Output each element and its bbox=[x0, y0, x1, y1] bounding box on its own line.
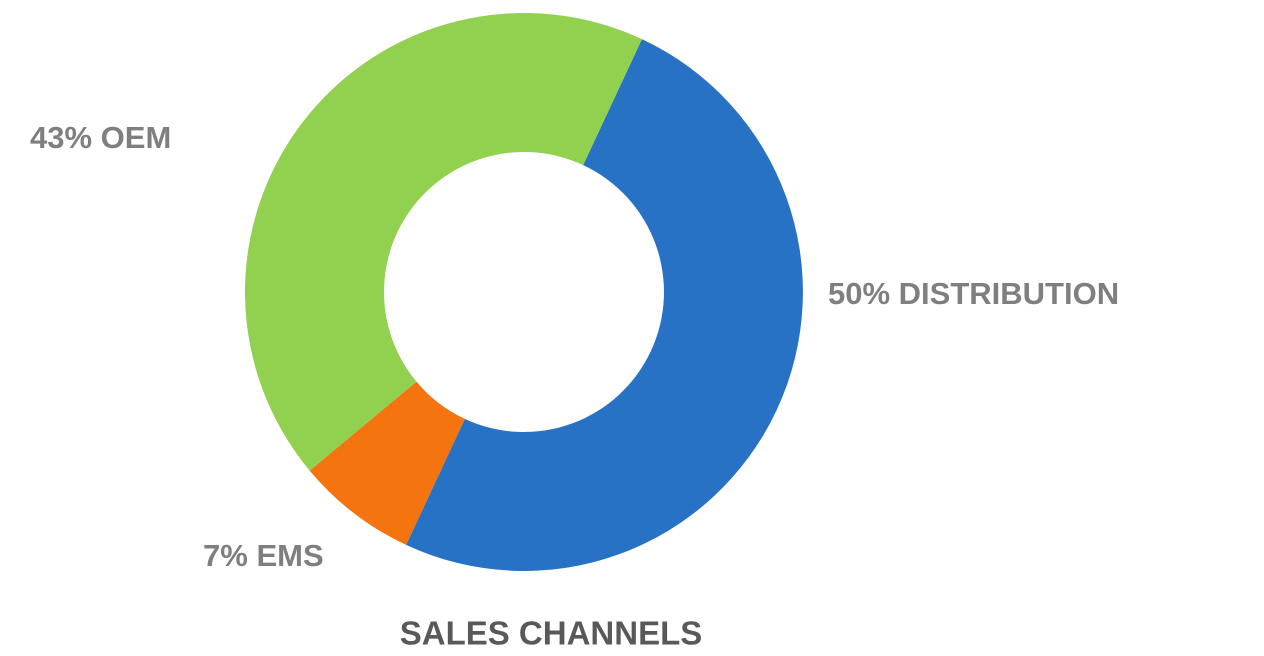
slice-category-label: EMS bbox=[256, 538, 323, 573]
slice-label: 50% DISTRIBUTION bbox=[828, 276, 1119, 311]
slice-value-label: 50% bbox=[828, 276, 890, 311]
slice-category-label: DISTRIBUTION bbox=[899, 276, 1119, 311]
donut-slice bbox=[309, 381, 465, 545]
donut-slice bbox=[406, 39, 803, 571]
donut-slice bbox=[245, 12, 642, 471]
slice-label: 43% OEM bbox=[30, 120, 171, 155]
slice-category-label: OEM bbox=[101, 120, 172, 155]
chart-title: SALES CHANNELS bbox=[400, 615, 703, 652]
slice-label: 7% EMS bbox=[203, 538, 324, 573]
slice-value-label: 7% bbox=[203, 538, 248, 573]
slice-value-label: 43% bbox=[30, 120, 92, 155]
